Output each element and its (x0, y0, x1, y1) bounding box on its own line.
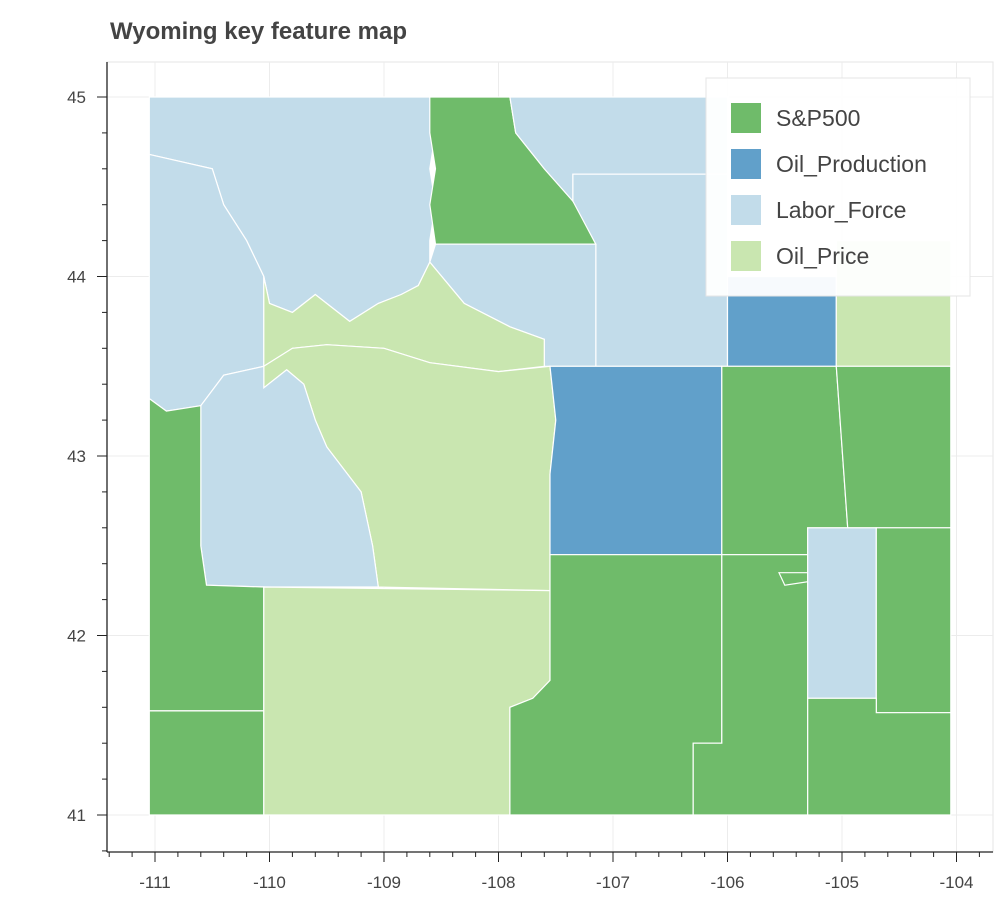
x-tick-label: -111 (139, 873, 171, 892)
county-region (263, 586, 551, 816)
legend-swatch (731, 149, 761, 179)
y-tick-label: 41 (67, 806, 86, 825)
legend-swatch (731, 195, 761, 225)
legend-label: Oil_Price (776, 243, 869, 269)
x-tick-label: -104 (939, 873, 973, 892)
legend-swatch (731, 241, 761, 271)
x-tick-label: -107 (596, 873, 630, 892)
county-region (835, 365, 952, 529)
map-title: Wyoming key feature map (110, 18, 407, 45)
y-tick-label: 45 (67, 88, 86, 107)
county-region (807, 527, 877, 699)
county-region (721, 365, 849, 556)
county-region (148, 710, 265, 816)
axes: -111 -110 -109 -108 -107 -106 -105 -104 41 42 43 44… (67, 62, 993, 892)
x-tick-label: -106 (710, 873, 744, 892)
county-region (549, 365, 723, 556)
legend: S&P500 Oil_Production Labor_Force Oil_Price (705, 77, 971, 297)
legend-label: Oil_Production (776, 151, 927, 177)
legend-label: Labor_Force (776, 197, 906, 223)
x-tick-label: -110 (253, 873, 286, 892)
x-tick-label: -105 (825, 873, 859, 892)
legend-label: S&P500 (776, 105, 860, 131)
y-tick-label: 44 (67, 268, 86, 287)
y-tick-label: 43 (67, 447, 86, 466)
x-tick-label: -109 (367, 873, 401, 892)
county-region (807, 697, 952, 816)
y-tick-label: 42 (67, 627, 86, 646)
legend-swatch (731, 103, 761, 133)
county-region (875, 527, 952, 714)
x-tick-label: -108 (481, 873, 515, 892)
county-region (200, 365, 379, 588)
